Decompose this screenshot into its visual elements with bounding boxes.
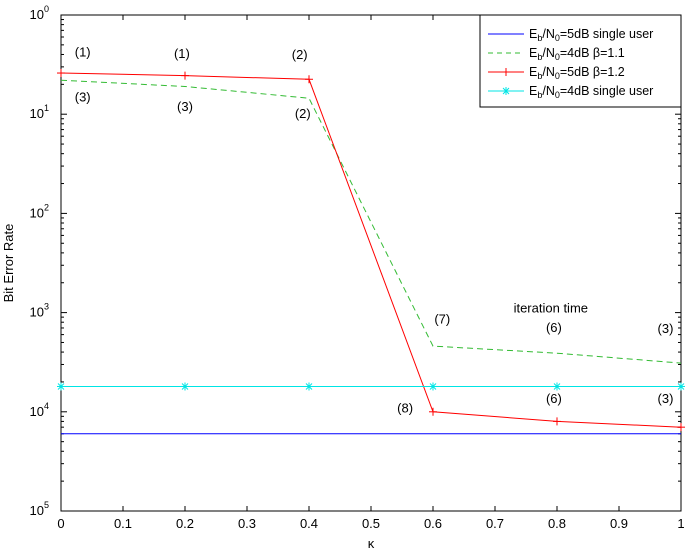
annotation-label: (3)	[75, 89, 91, 104]
annotation-label: (1)	[174, 46, 190, 61]
series-3-point	[181, 71, 189, 80]
series-line-3	[60, 72, 682, 428]
series-3-point	[305, 75, 313, 84]
x-axis-title: κ	[368, 536, 375, 551]
y-tick-label: 103	[30, 302, 49, 320]
annotation-label: (7)	[434, 311, 450, 326]
annotation-label: (3)	[658, 391, 674, 406]
x-tick-label: 0.8	[548, 516, 566, 531]
x-tick-label: 0	[57, 516, 64, 531]
annotation-label: (1)	[75, 45, 91, 60]
x-tick-label: 0.4	[300, 516, 318, 531]
series-line-2	[60, 79, 682, 364]
legend-box	[479, 14, 682, 108]
y-tick-label: 100	[30, 4, 49, 22]
x-tick-label: 0.9	[610, 516, 628, 531]
x-tick-label: 1	[677, 516, 684, 531]
legend-marker-3	[502, 68, 510, 76]
legend-label-2: Eb/N0=4dB β=1.1	[529, 46, 625, 62]
series-4-point	[57, 382, 65, 391]
x-axis: 0 0.1 0.2 0.3 0.4 0.5 0.6 0.7 0.8 0.9 1	[57, 15, 685, 531]
x-tick-label: 0.6	[424, 516, 442, 531]
annotation-label: (3)	[658, 321, 674, 336]
annotation-label: (8)	[397, 401, 413, 416]
series-4-point	[677, 382, 685, 391]
annotations: (1) (1) (2) (3) (3) (2) iteration time (7) (6) (3…	[75, 45, 674, 416]
series-3-point	[429, 407, 437, 416]
y-tick-label: 104	[30, 401, 49, 419]
series-3-point	[57, 69, 65, 78]
x-tick-label: 0.7	[486, 516, 504, 531]
annotation-label: (6)	[546, 320, 562, 335]
y-axis-title: Bit Error Rate	[1, 224, 16, 303]
series-4-point	[553, 382, 561, 391]
legend-label-1: Eb/N0=5dB single user	[529, 27, 653, 43]
x-tick-label: 0.2	[176, 516, 194, 531]
y-tick-label: 102	[30, 202, 49, 220]
annotation-label: (2)	[292, 47, 308, 62]
legend-label-4: Eb/N0=4dB single user	[529, 84, 653, 100]
annotation-label: (6)	[546, 391, 562, 406]
series-4-point	[429, 382, 437, 391]
y-tick-label: 105	[30, 500, 49, 518]
series-3-point	[553, 417, 561, 426]
legend-label-3: Eb/N0=5dB β=1.2	[529, 65, 625, 81]
series-3-point	[677, 423, 685, 432]
legend-marker-4	[502, 87, 510, 95]
legend: Eb/N0=5dB single user Eb/N0=4dB β=1.1 Eb…	[479, 14, 682, 108]
series-layer	[57, 69, 685, 435]
x-tick-label: 0.5	[362, 516, 380, 531]
annotation-label: iteration time	[514, 301, 588, 316]
annotation-label: (3)	[177, 99, 193, 114]
annotation-label: (2)	[295, 106, 311, 121]
series-4-point	[305, 382, 313, 391]
y-tick-label: 101	[30, 103, 49, 121]
legend-items: Eb/N0=5dB single user Eb/N0=4dB β=1.1 Eb…	[488, 27, 653, 100]
x-tick-label: 0.3	[238, 516, 256, 531]
series-4-point	[181, 382, 189, 391]
x-tick-label: 0.1	[114, 516, 132, 531]
